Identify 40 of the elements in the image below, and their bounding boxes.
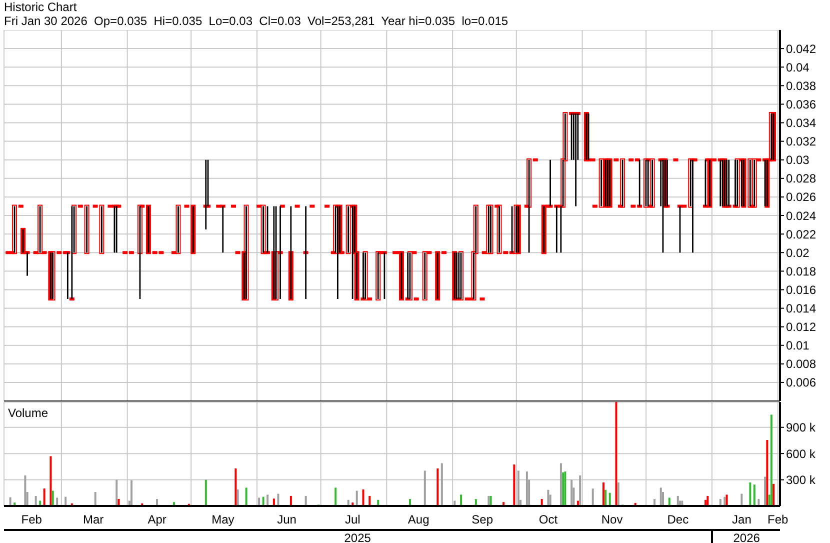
y-tick-label: 0.016 xyxy=(786,282,816,297)
x-tick-label: Feb xyxy=(21,512,42,527)
x-tick-label: Aug xyxy=(408,512,430,527)
y-tick-label: 0.006 xyxy=(786,376,816,390)
x-tick-label: Nov xyxy=(601,512,623,527)
y-tick-label: 0.018 xyxy=(786,264,816,278)
y-tick-label: 0.02 xyxy=(786,246,810,260)
y-tick-label: 0.036 xyxy=(786,97,816,112)
y-tick-label: 0.04 xyxy=(786,60,810,74)
y-tick-label: 600 k xyxy=(786,446,816,461)
x-tick-label: Mar xyxy=(82,512,104,527)
text: 2025 xyxy=(343,531,372,543)
x-tick-label: Jan xyxy=(732,512,752,527)
y-tick-label: 0.01 xyxy=(786,338,810,353)
y-tick-label: 0.024 xyxy=(786,208,816,223)
y-tick-label: 0.012 xyxy=(786,320,816,334)
x-tick-label: Dec xyxy=(667,512,689,527)
y-tick-label: 0.008 xyxy=(786,357,816,372)
y-tick-label: 900 k xyxy=(786,420,816,435)
x-tick-label: Sep xyxy=(472,512,494,527)
y-tick-label: 0.034 xyxy=(786,116,816,130)
text: 2026 xyxy=(711,531,780,543)
chart-title: Volume xyxy=(8,406,48,420)
y-tick-label: 0.026 xyxy=(786,190,816,204)
y-tick-label: 0.038 xyxy=(786,78,816,93)
x-tick-label: May xyxy=(212,512,234,527)
x-tick-label: Jun xyxy=(277,512,296,527)
x-tick-label: Apr xyxy=(148,512,166,527)
x-tick-label: Oct xyxy=(538,512,558,527)
y-tick-label: 0.014 xyxy=(786,302,816,316)
y-tick-label: 0.022 xyxy=(786,227,816,242)
y-tick-label: 0.03 xyxy=(786,153,810,168)
x-tick-label: Feb xyxy=(768,512,789,527)
y-tick-label: 0.042 xyxy=(786,42,816,56)
y-tick-label: 0.028 xyxy=(786,172,816,186)
y-tick-label: 0.032 xyxy=(786,134,816,149)
chart-title: Historic Chart xyxy=(4,0,77,14)
chart-subtitle: Fri Jan 30 2026 Op=0.035 Hi=0.035 Lo=0.03 Cl=0.03 Vol=253,281 Year hi=0.035 lo=0.015 xyxy=(4,14,508,28)
y-tick-label: 300 k xyxy=(786,473,816,488)
x-tick-label: Jul xyxy=(344,512,360,527)
